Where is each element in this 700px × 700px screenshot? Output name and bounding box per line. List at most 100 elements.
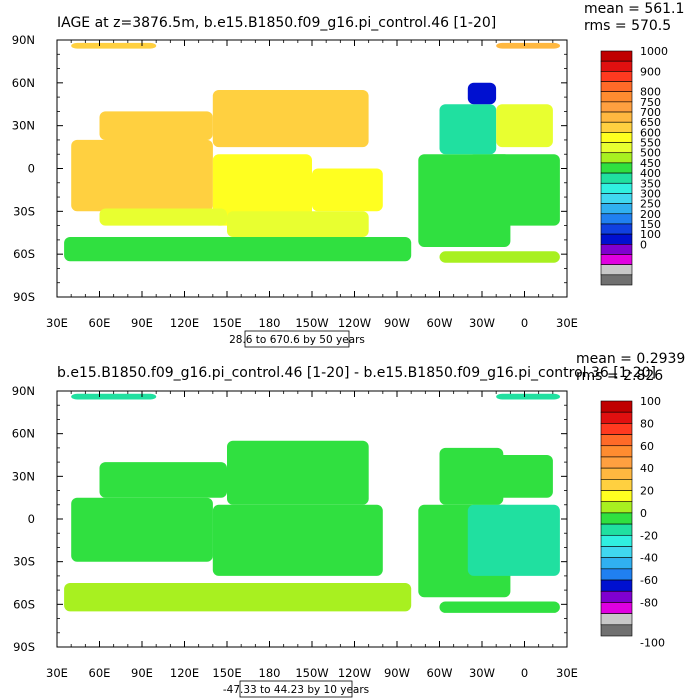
colorbar-label: 500 [640, 147, 661, 160]
x-tick-label: 120E [170, 666, 199, 680]
map-region [467, 504, 560, 576]
colorbar-box [600, 111, 633, 123]
x-tick-label: 150E [212, 666, 241, 680]
colorbar-box [600, 213, 633, 225]
colorbar-box [600, 132, 633, 143]
y-tick-label: 30N [12, 119, 35, 133]
map-region [212, 504, 383, 576]
map-region [467, 154, 560, 226]
panel-1-mean: mean = 561.1 [584, 1, 684, 17]
colorbar-label: 80 [640, 417, 654, 430]
x-tick-label: 30E [46, 316, 68, 330]
x-tick-label: 30W [469, 666, 495, 680]
x-tick-label: 90E [131, 316, 153, 330]
colorbar-label: 250 [640, 198, 661, 211]
panel-2: b.e15.B1850.f09_g16.pi_control.46 [1-20]… [12, 351, 685, 698]
map-region [467, 82, 497, 105]
colorbar-box [600, 121, 633, 133]
colorbar-label: -100 [640, 637, 665, 650]
colorbar-label: 600 [640, 126, 661, 139]
y-tick-label: 90N [12, 384, 35, 398]
colorbar-box [600, 223, 633, 235]
map-region [71, 42, 157, 49]
colorbar-label: -40 [640, 552, 658, 565]
map-region [71, 497, 213, 562]
colorbar-box [600, 193, 633, 204]
y-tick-label: 0 [28, 512, 35, 526]
colorbar-label: 900 [640, 65, 661, 78]
colorbar-box [600, 624, 633, 637]
colorbar-box [600, 60, 633, 72]
panel-2-rms: rms = 2.826 [576, 368, 663, 384]
colorbar-box [600, 162, 633, 174]
colorbar-label: 100 [640, 395, 661, 408]
map-region [212, 154, 312, 226]
colorbar-label: -80 [640, 596, 658, 609]
colorbar-label: 400 [640, 167, 661, 180]
y-tick-label: 90N [12, 33, 35, 47]
map-region [212, 90, 369, 148]
x-tick-label: 30W [469, 316, 495, 330]
colorbar-label: 650 [640, 116, 661, 129]
colorbar-box [600, 50, 633, 62]
x-tick-label: 30E [556, 666, 578, 680]
x-tick-label: 0 [521, 666, 528, 680]
panel-1-colorbar: 1000 900 800750700650600550500450400350300… [600, 45, 668, 286]
map-region [439, 447, 504, 505]
map-region [64, 583, 412, 612]
colorbar-box [600, 602, 633, 614]
colorbar-label: 700 [640, 106, 661, 119]
x-tick-label: 90E [131, 666, 153, 680]
colorbar-label: 150 [640, 218, 661, 231]
colorbar-box [600, 613, 633, 626]
colorbar-box [600, 579, 633, 592]
map-region [71, 139, 213, 212]
map-region [71, 393, 157, 400]
map-region [99, 462, 227, 498]
panel-2-contour-info: -47.33 to 44.23 by 10 years [223, 684, 369, 696]
colorbar-box [600, 501, 633, 514]
map-region [227, 211, 369, 237]
colorbar-box [600, 456, 633, 469]
colorbar-label: 60 [640, 440, 654, 453]
colorbar-box [600, 534, 633, 547]
panel-1-contour-info: 28.6 to 670.6 by 50 years [229, 334, 365, 346]
y-tick-label: 30S [13, 555, 35, 569]
colorbar-box [600, 172, 633, 184]
colorbar-label: 100 [640, 228, 661, 241]
panel-1-map-area [64, 42, 560, 263]
colorbar-label: -60 [640, 574, 658, 587]
panel-2-map-area [64, 393, 560, 613]
colorbar-box [600, 244, 633, 255]
x-tick-label: 120W [338, 316, 371, 330]
panel-1-title: IAGE at z=3876.5m, b.e15.B1850.f09_g16.p… [57, 15, 496, 31]
colorbar-label: 0 [640, 238, 647, 251]
x-tick-label: 30E [556, 316, 578, 330]
colorbar-box [600, 490, 633, 503]
y-tick-label: 60N [12, 427, 35, 441]
map-region [227, 440, 369, 505]
colorbar-box [600, 152, 633, 164]
y-tick-label: 90S [13, 640, 35, 654]
colorbar-label: 450 [640, 157, 661, 170]
map-region [99, 111, 213, 140]
panel-2-info-box [239, 680, 353, 698]
panel-1-info-box [244, 330, 350, 348]
colorbar-label: 800 [640, 86, 661, 99]
colorbar-label: 750 [640, 96, 661, 109]
x-tick-label: 90W [384, 316, 410, 330]
map-region [99, 208, 227, 226]
colorbar-label: 20 [640, 485, 654, 498]
panel-1-rms: rms = 570.5 [584, 18, 671, 34]
map-region [312, 168, 383, 212]
colorbar-box [600, 91, 633, 103]
colorbar-label: -20 [640, 529, 658, 542]
colorbar-box [600, 434, 633, 447]
x-tick-label: 90W [384, 666, 410, 680]
colorbar-box [600, 411, 633, 424]
colorbar-box [600, 81, 633, 92]
colorbar-label: 550 [640, 137, 661, 150]
x-tick-label: 60E [89, 316, 111, 330]
x-tick-label: 150W [295, 316, 328, 330]
